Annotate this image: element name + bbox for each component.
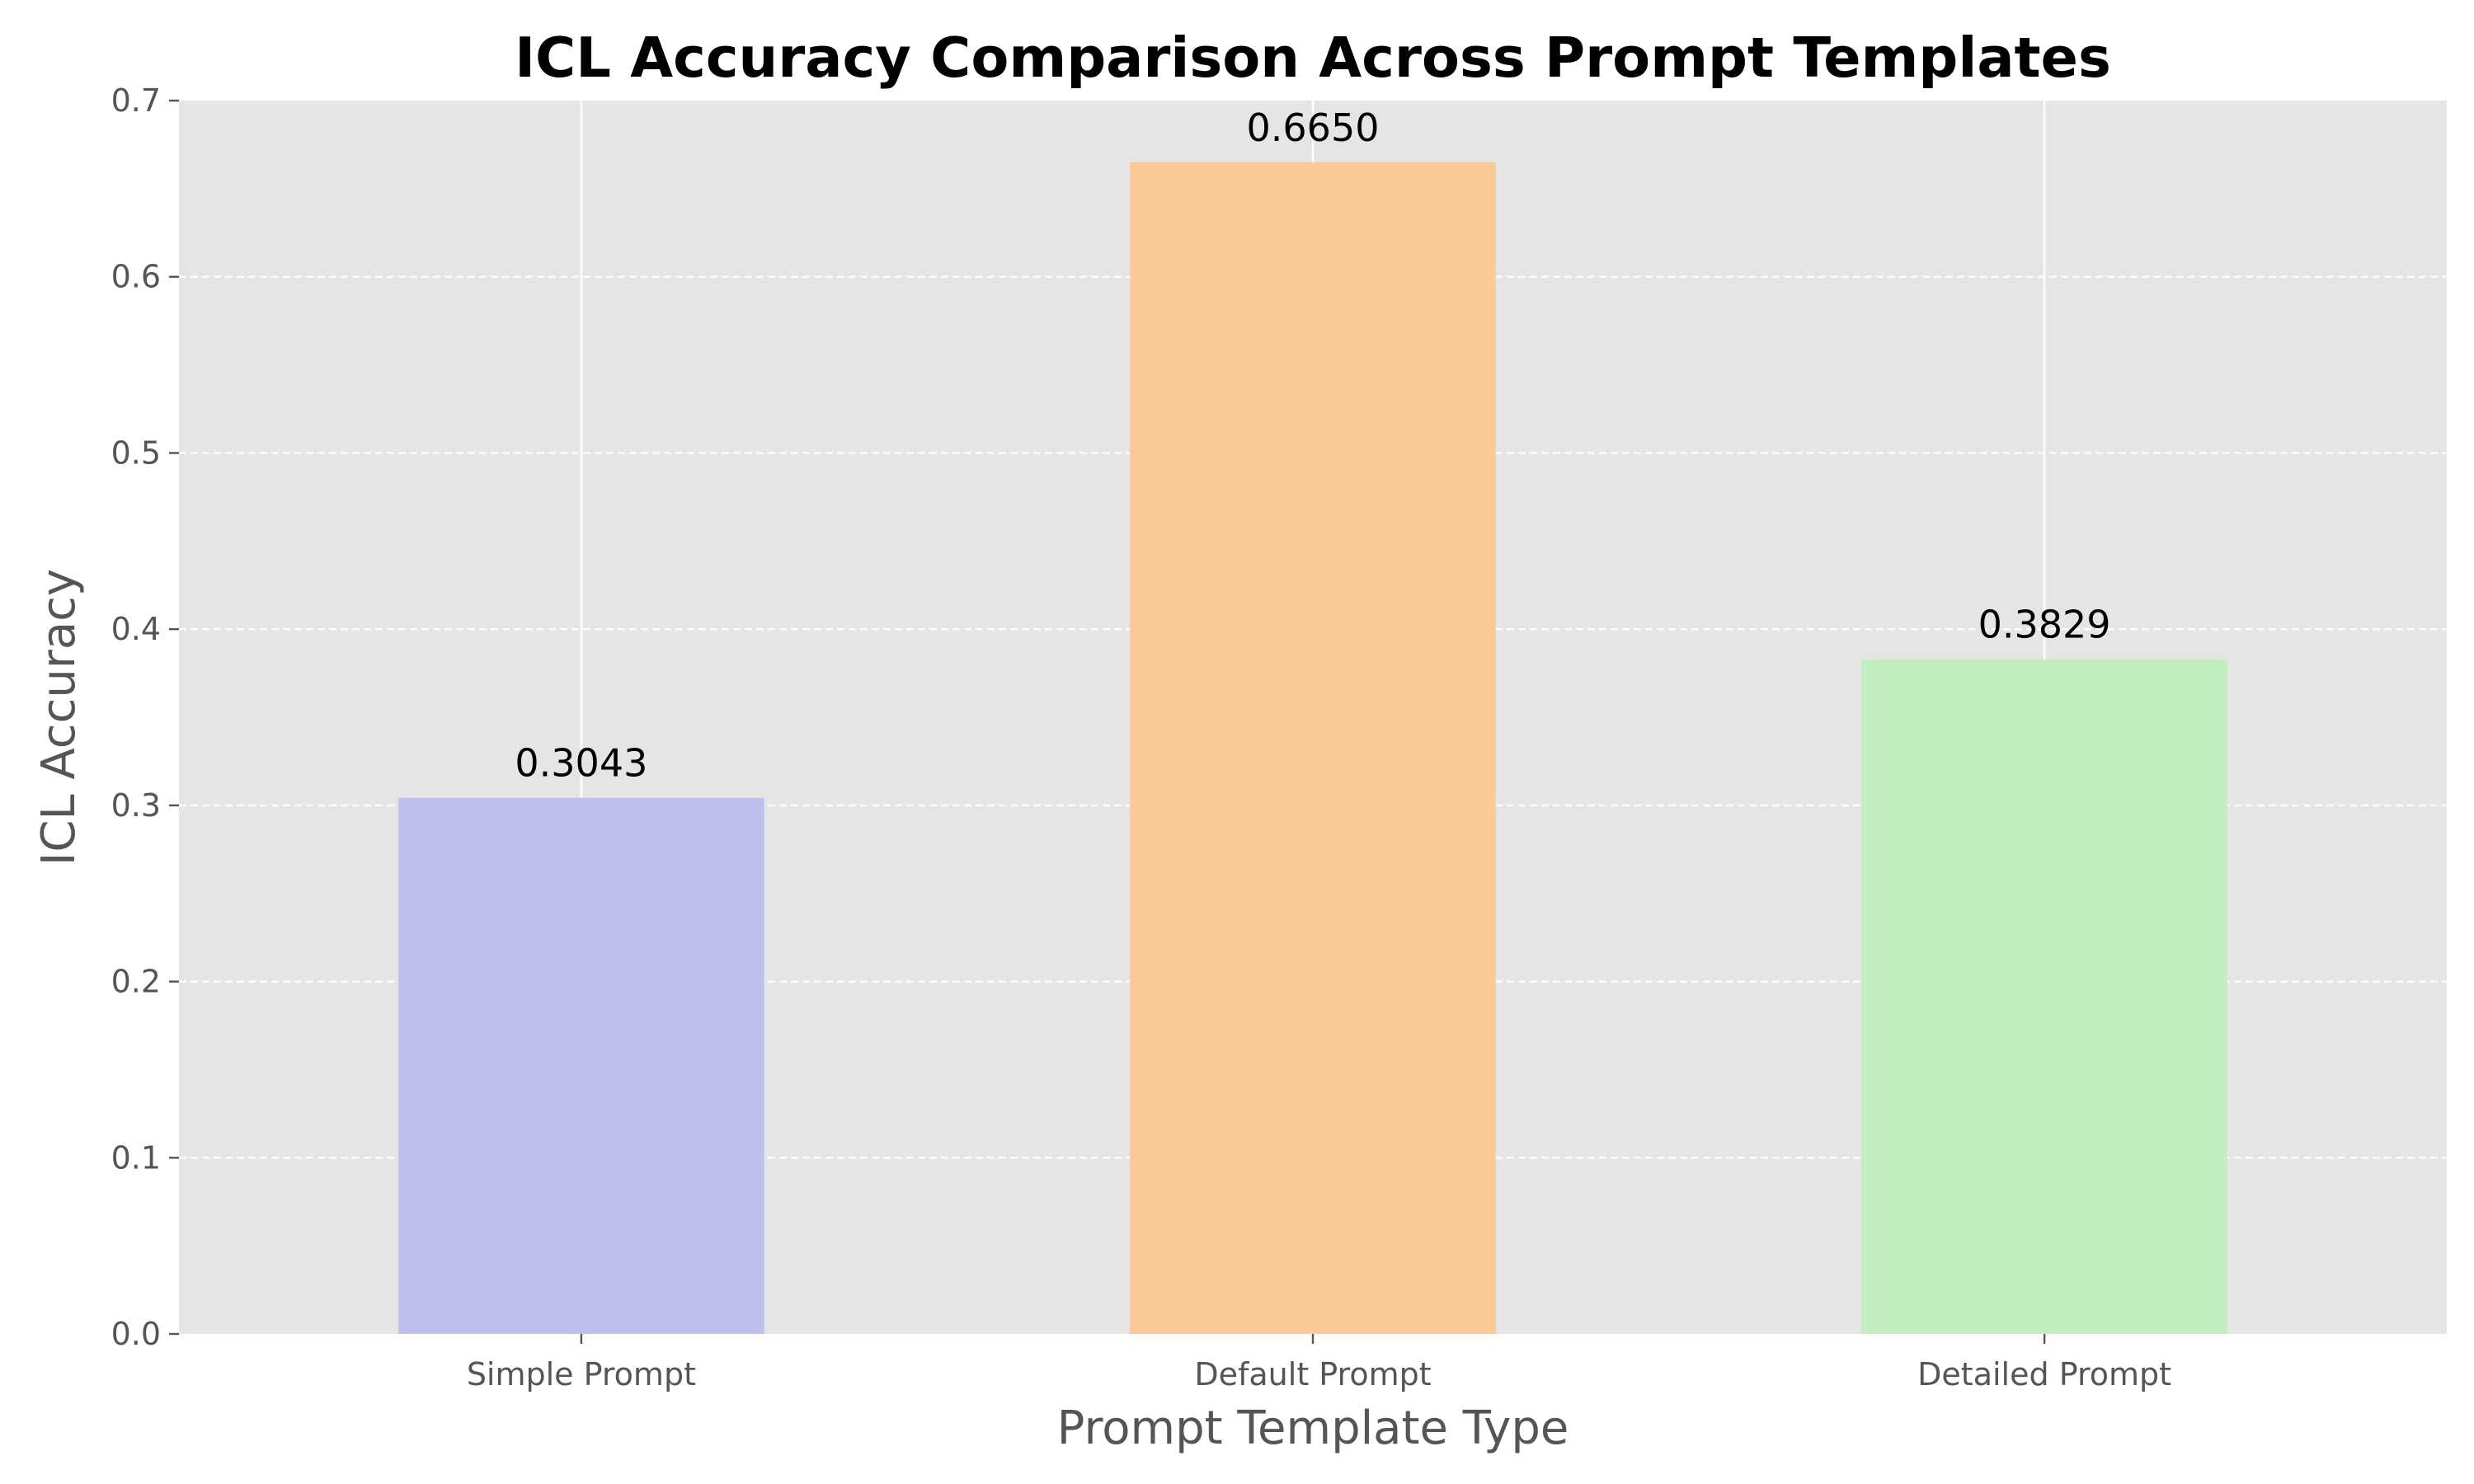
y-tick-label: 0.2	[111, 964, 161, 1000]
bar-value-label: 0.3043	[515, 741, 647, 786]
y-tick-label: 0.4	[111, 611, 161, 647]
value-labels: 0.3043 0.6650 0.3829	[515, 106, 2110, 786]
y-tick-label: 0.5	[111, 434, 161, 471]
x-tick-label: Simple Prompt	[467, 1356, 696, 1392]
chart-title: ICL Accuracy Comparison Across Prompt Te…	[515, 26, 2111, 90]
bar	[1861, 659, 2227, 1334]
x-axis-label: Prompt Template Type	[1057, 1402, 1569, 1455]
bar	[398, 797, 764, 1334]
y-axis-ticks: 0.0 0.1 0.2 0.3 0.4 0.5 0.6 0.7	[111, 82, 179, 1352]
y-tick-label: 0.3	[111, 787, 161, 824]
y-tick-label: 0.7	[111, 82, 161, 119]
bar-value-label: 0.3829	[1978, 603, 2111, 647]
bars	[398, 162, 2227, 1334]
y-tick-label: 0.1	[111, 1139, 161, 1176]
x-axis-ticks: Simple Prompt Default Prompt Detailed Prom…	[467, 1334, 2171, 1392]
bar	[1130, 162, 1496, 1334]
x-tick-label: Default Prompt	[1194, 1356, 1431, 1392]
bar-value-label: 0.6650	[1247, 106, 1380, 150]
x-tick-label: Detailed Prompt	[1917, 1356, 2171, 1392]
y-tick-label: 0.0	[111, 1316, 161, 1352]
y-axis-label: ICL Accuracy	[32, 569, 86, 866]
y-tick-label: 0.6	[111, 259, 161, 295]
